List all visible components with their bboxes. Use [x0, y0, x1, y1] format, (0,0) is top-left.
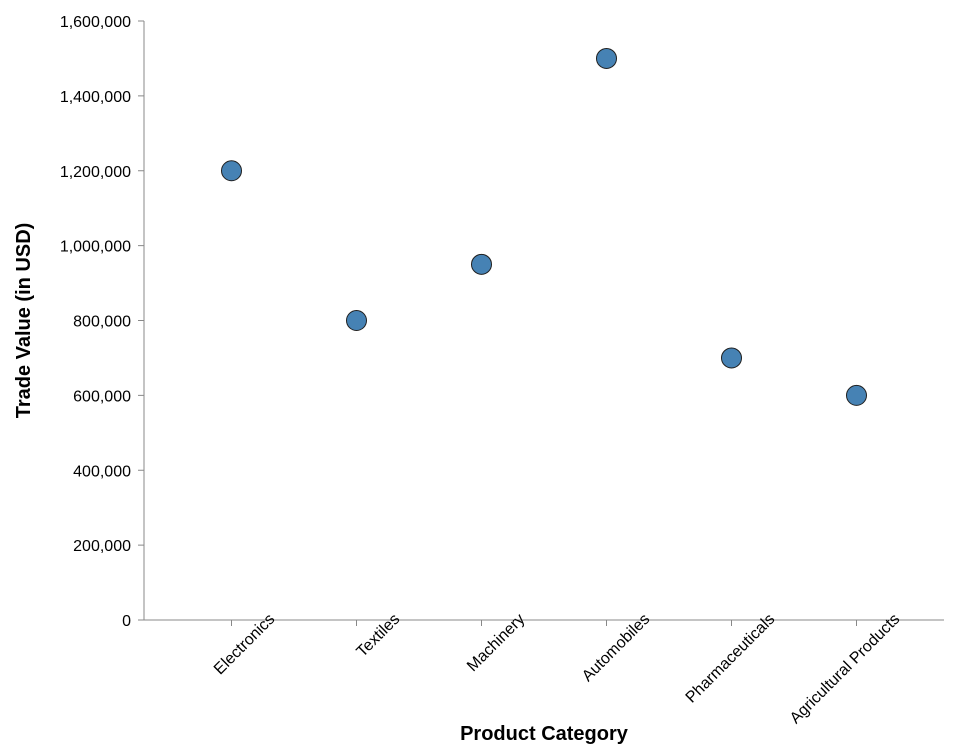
x-tick-label: Automobiles	[579, 611, 653, 685]
y-tick-label: 1,600,000	[60, 14, 131, 31]
data-point-electronics[interactable]	[221, 160, 242, 182]
y-axis-title: Trade Value (in USD)	[13, 223, 35, 419]
y-tick-label: 400,000	[73, 463, 131, 480]
data-points	[221, 47, 867, 406]
y-axis: 0 200,000 400,000 600,000 800,000 1,000,000 1,…	[60, 14, 145, 630]
y-tick-label: 800,000	[73, 314, 131, 331]
data-point-machinery[interactable]	[471, 253, 492, 275]
y-tick-label: 0	[122, 613, 131, 630]
y-tick-label: 600,000	[73, 388, 131, 405]
x-tick-label: Textiles	[354, 611, 404, 661]
y-tick-label: 1,400,000	[60, 89, 131, 106]
data-point-textiles[interactable]	[346, 310, 367, 331]
x-tick-label: Pharmaceuticals	[683, 611, 779, 707]
x-tick-label: Electronics	[211, 611, 278, 678]
y-tick-label: 1,200,000	[60, 164, 131, 181]
data-point-automobiles[interactable]	[596, 47, 617, 69]
data-point-agricultural-products[interactable]	[846, 384, 867, 406]
x-axis: Electronics Textiles Machinery Automobiles P…	[144, 611, 944, 727]
y-tick-label: 200,000	[73, 538, 131, 555]
y-tick-label: 1,000,000	[60, 239, 131, 256]
data-point-pharmaceuticals[interactable]	[721, 347, 742, 369]
x-axis-title: Product Category	[460, 723, 629, 745]
x-tick-label: Agricultural Products	[787, 611, 903, 727]
